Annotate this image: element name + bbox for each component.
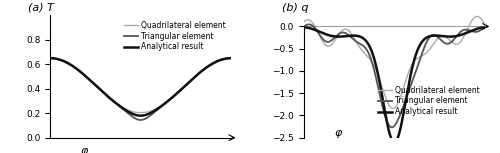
Line: Triangular element: Triangular element <box>50 58 231 120</box>
Line: Analytical result: Analytical result <box>50 58 231 116</box>
Analytical result <box>138 115 143 117</box>
Triangular element <box>381 111 387 112</box>
Analytical result <box>192 76 198 78</box>
Quadrilateral element <box>320 40 326 42</box>
Quadrilateral element <box>66 63 71 64</box>
Triangular element <box>192 76 198 78</box>
Quadrilateral element <box>188 79 194 81</box>
Triangular element <box>306 23 312 25</box>
Triangular element <box>442 43 448 44</box>
Triangular element <box>374 82 380 84</box>
Triangular element <box>320 38 326 39</box>
Analytical result <box>228 57 234 59</box>
Quadrilateral element <box>138 112 143 114</box>
Line: Analytical result: Analytical result <box>304 27 485 143</box>
Quadrilateral element <box>47 57 53 59</box>
Analytical result <box>446 36 452 37</box>
Quadrilateral element <box>127 110 133 112</box>
Text: (a) T: (a) T <box>28 3 54 13</box>
Triangular element <box>426 38 432 39</box>
Line: Quadrilateral element: Quadrilateral element <box>304 16 485 109</box>
Quadrilateral element <box>442 36 448 38</box>
Triangular element <box>47 57 53 59</box>
Triangular element <box>66 63 71 64</box>
Triangular element <box>300 26 306 28</box>
Triangular element <box>172 95 177 96</box>
Analytical result <box>320 32 326 34</box>
Triangular element <box>228 57 234 59</box>
Quadrilateral element <box>446 38 452 40</box>
Quadrilateral element <box>172 94 177 96</box>
Line: Triangular element: Triangular element <box>304 24 485 127</box>
Text: (b) q: (b) q <box>282 3 308 13</box>
Analytical result <box>127 112 133 114</box>
Triangular element <box>389 126 395 128</box>
Legend: Quadrilateral element, Triangular element, Analytical result: Quadrilateral element, Triangular elemen… <box>376 84 481 118</box>
Triangular element <box>120 108 126 110</box>
Triangular element <box>446 43 452 45</box>
Quadrilateral element <box>482 24 488 25</box>
Quadrilateral element <box>374 71 380 73</box>
Text: φ: φ <box>334 128 342 138</box>
Quadrilateral element <box>120 107 126 109</box>
Text: φ: φ <box>80 146 88 153</box>
Quadrilateral element <box>380 91 386 92</box>
Quadrilateral element <box>390 108 396 110</box>
Triangular element <box>127 114 133 116</box>
Quadrilateral element <box>192 76 198 78</box>
Line: Quadrilateral element: Quadrilateral element <box>50 58 231 113</box>
Analytical result <box>374 69 380 71</box>
Analytical result <box>482 26 488 28</box>
Triangular element <box>138 119 143 121</box>
Quadrilateral element <box>300 21 306 23</box>
Analytical result <box>380 103 386 105</box>
Legend: Quadrilateral element, Triangular element, Analytical result: Quadrilateral element, Triangular elemen… <box>123 19 228 53</box>
Analytical result <box>442 35 448 37</box>
Analytical result <box>66 63 71 64</box>
Quadrilateral element <box>426 50 432 52</box>
Analytical result <box>426 36 432 38</box>
Quadrilateral element <box>474 15 480 17</box>
Triangular element <box>482 26 488 28</box>
Analytical result <box>120 108 126 109</box>
Quadrilateral element <box>228 57 234 59</box>
Analytical result <box>47 57 53 59</box>
Analytical result <box>300 26 306 28</box>
Analytical result <box>392 142 398 144</box>
Analytical result <box>188 79 194 81</box>
Triangular element <box>188 79 194 81</box>
Analytical result <box>172 95 177 96</box>
